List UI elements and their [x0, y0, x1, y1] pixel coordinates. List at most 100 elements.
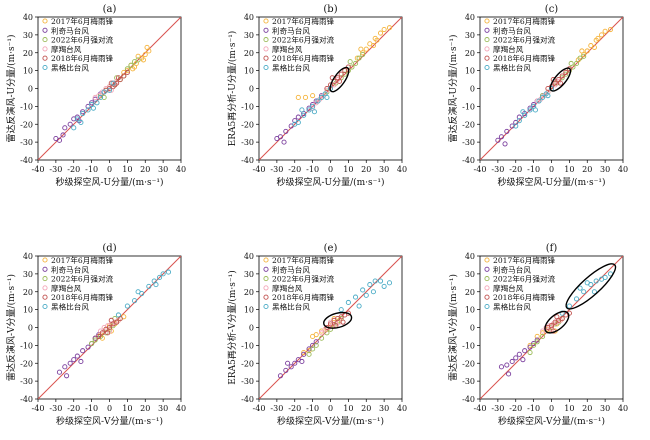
data-point [301, 351, 307, 357]
data-point [577, 285, 583, 291]
legend-entry: 利奇马台风 [272, 25, 310, 35]
x-tick-label: 30 [600, 404, 610, 413]
y-axis-label: ERA5再分析-V分量/(m·s⁻¹) [226, 270, 238, 385]
legend-marker [484, 37, 490, 43]
data-point [534, 339, 540, 345]
y-axis-label: ERA5再分析-U分量/(m·s⁻¹) [226, 31, 238, 147]
x-tick-label: -30 [491, 165, 504, 174]
y-axis-label: 雷达反演风-U分量/(m·s⁻¹) [447, 34, 459, 142]
x-tick-label: 20 [361, 404, 371, 413]
data-point [568, 60, 574, 67]
data-point [331, 316, 337, 322]
legend-entry: 摩羯台风 [493, 283, 524, 293]
data-point [283, 367, 289, 373]
data-point [98, 94, 104, 100]
legend-entry: 2018年6月梅雨锋 [51, 53, 114, 63]
series-4 [324, 310, 351, 331]
panel-d: (d) -40-40 -30 -30 -20 -20 -10 -10 0 0 10 10 20 20 30 3… [5, 243, 186, 427]
x-tick-label: 0 [549, 404, 554, 413]
data-point [310, 346, 316, 352]
data-point [504, 362, 510, 368]
data-point [56, 369, 63, 375]
x-tick-label: 30 [158, 165, 168, 174]
data-point [504, 128, 510, 134]
data-point [135, 53, 141, 59]
plot-area [259, 17, 402, 160]
data-point [531, 342, 537, 348]
x-tick-label: 0 [107, 404, 112, 413]
data-point [607, 26, 614, 33]
data-point [381, 26, 387, 33]
x-tick-label: -10 [306, 165, 319, 174]
y-tick-label: -10 [462, 341, 475, 350]
legend-entry: 2022年6月强对流 [272, 35, 335, 45]
data-point [591, 44, 597, 50]
x-tick-label: -20 [288, 404, 301, 413]
legend-marker [42, 27, 48, 33]
data-point [532, 107, 538, 113]
x-tick-label: 30 [600, 165, 610, 174]
series-5 [115, 269, 172, 318]
legend-marker [263, 64, 269, 71]
series-5 [338, 278, 393, 313]
legend-marker [263, 46, 269, 52]
data-point [566, 303, 572, 309]
data-point [311, 109, 317, 115]
data-point [338, 307, 344, 313]
x-tick-label: -20 [288, 165, 301, 174]
data-point [96, 333, 102, 339]
y-tick-label: -30 [20, 138, 33, 147]
data-point [310, 103, 316, 109]
data-point [527, 107, 533, 113]
y-tick-label: -40 [241, 395, 254, 404]
legend-marker [263, 266, 269, 272]
data-point [506, 371, 512, 377]
data-point [115, 75, 121, 81]
legend-entry: 黑格比台风 [493, 63, 531, 73]
x-tick-label: -30 [49, 165, 62, 174]
series-4 [545, 66, 572, 92]
data-point [62, 364, 68, 370]
data-point [128, 62, 134, 68]
x-tick-label: 40 [176, 404, 186, 413]
data-point [80, 348, 86, 354]
legend-marker [484, 285, 490, 291]
x-tick-label: -30 [270, 404, 283, 413]
y-tick-label: -40 [241, 156, 254, 165]
data-point [292, 360, 298, 366]
data-point [301, 112, 307, 118]
data-point [347, 59, 353, 65]
data-point [277, 134, 284, 140]
data-point [85, 107, 91, 113]
legend-marker [263, 285, 269, 291]
legend-entry: 2018年6月梅雨锋 [493, 292, 556, 302]
legend-marker [42, 257, 48, 263]
x-tick-label: -10 [306, 404, 319, 413]
y-tick-label: -40 [20, 395, 33, 404]
data-point [306, 346, 312, 352]
y-tick-label: 20 [23, 49, 33, 58]
panel-a: (a) -40-40 -30 -30 -20 -20 -10 -10 0 0 10 10 20 20 30 3… [5, 4, 186, 188]
data-point [94, 100, 100, 106]
legend-marker [42, 64, 48, 71]
data-point [288, 364, 294, 370]
x-axis-label: 秒级探空风-U分量/(m·s⁻¹) [497, 176, 605, 188]
data-point [372, 278, 378, 284]
data-point [124, 303, 130, 309]
data-point [336, 78, 342, 84]
x-tick-label: -10 [527, 165, 540, 174]
x-tick-label: 0 [549, 165, 554, 174]
x-tick-label: 10 [122, 404, 132, 413]
data-point [548, 323, 555, 329]
data-point [131, 298, 138, 304]
data-point [60, 132, 66, 138]
data-point [563, 69, 569, 75]
data-point [516, 118, 522, 124]
data-point [386, 25, 393, 31]
data-point [156, 274, 163, 281]
data-point [313, 339, 319, 345]
data-point [324, 85, 330, 92]
data-point [374, 37, 380, 43]
series-5 [513, 85, 555, 129]
plot-area [480, 256, 623, 399]
